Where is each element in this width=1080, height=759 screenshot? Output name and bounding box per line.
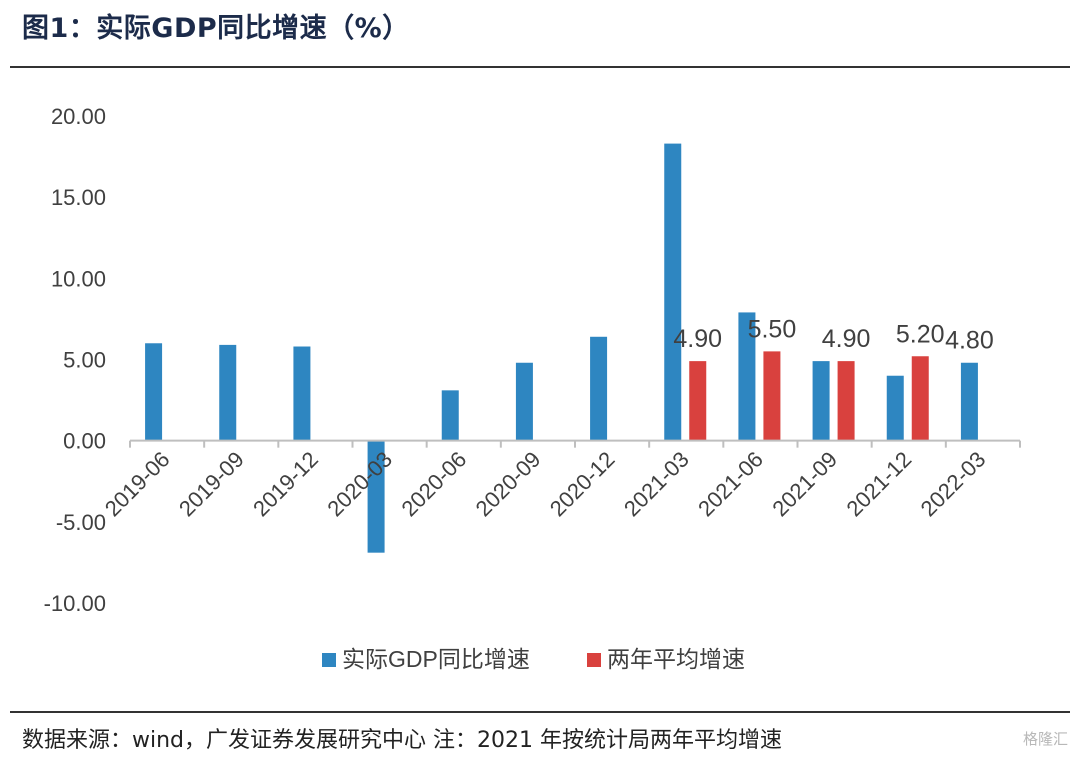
x-tick-label: 2019-06 — [100, 447, 175, 522]
legend-label-two-year-avg: 两年平均增速 — [607, 646, 745, 672]
y-tick-label: 5.00 — [63, 348, 106, 373]
chart-area: 20.00 15.00 10.00 5.00 0.00 -5.00 -10.00 2019-0… — [0, 70, 1080, 710]
page-title: 图1：实际GDP同比增速（%） — [22, 13, 410, 44]
x-tick-label: 2019-09 — [174, 447, 249, 522]
x-tick-label: 2021-06 — [693, 447, 768, 522]
source-note: 数据来源：wind，广发证券发展研究中心 注：2021 年按统计局两年平均增速 — [22, 728, 782, 753]
data-label: 4.90 — [822, 325, 871, 353]
bar-gdp-yoy — [219, 344, 237, 441]
x-tick-label: 2021-12 — [842, 447, 917, 522]
bar-two-year-avg — [763, 351, 781, 441]
bar-gdp-yoy — [145, 343, 163, 441]
x-tick-label: 2020-03 — [322, 447, 397, 522]
y-tick-label: -10.00 — [44, 591, 106, 616]
bar-gdp-yoy — [367, 440, 385, 553]
bar-gdp-yoy — [590, 336, 608, 441]
bar-gdp-yoy — [664, 143, 682, 441]
x-tick-label: 2021-09 — [767, 447, 842, 522]
x-tick-label: 2020-12 — [545, 447, 620, 522]
bar-gdp-yoy — [441, 390, 459, 441]
y-tick-label: -5.00 — [56, 510, 106, 535]
bar-chart: 20.00 15.00 10.00 5.00 0.00 -5.00 -10.00 2019-0… — [44, 104, 1021, 672]
data-label: 5.20 — [896, 320, 945, 348]
legend-swatch-gdp-yoy — [322, 653, 336, 667]
y-tick-label: 0.00 — [63, 429, 106, 454]
bar-two-year-avg — [689, 361, 707, 441]
bar-two-year-avg — [911, 356, 929, 441]
x-tick-label: 2020-06 — [397, 447, 472, 522]
data-label: 4.90 — [673, 325, 722, 353]
bar-two-year-avg — [837, 361, 855, 441]
bottom-divider — [10, 711, 1070, 713]
x-tick-label: 2022-03 — [916, 447, 991, 522]
x-tick-label: 2020-09 — [471, 447, 546, 522]
x-tick-label: 2019-12 — [248, 447, 323, 522]
bar-gdp-yoy — [886, 375, 904, 441]
bar-gdp-yoy — [293, 346, 311, 441]
x-tick-label: 2021-03 — [619, 447, 694, 522]
y-tick-label: 20.00 — [51, 104, 106, 129]
bar-gdp-yoy — [738, 312, 756, 441]
bar-gdp-yoy — [960, 362, 978, 441]
y-tick-label: 10.00 — [51, 266, 106, 291]
data-label: 4.80 — [945, 327, 994, 355]
legend-label-gdp-yoy: 实际GDP同比增速 — [342, 646, 530, 672]
watermark-logo: 格隆汇 — [1022, 730, 1068, 748]
bar-gdp-yoy — [515, 362, 533, 441]
data-label: 5.50 — [748, 315, 797, 343]
legend-swatch-two-year-avg — [587, 653, 601, 667]
top-divider — [10, 66, 1070, 68]
y-tick-label: 15.00 — [51, 185, 106, 210]
bar-gdp-yoy — [812, 361, 830, 441]
